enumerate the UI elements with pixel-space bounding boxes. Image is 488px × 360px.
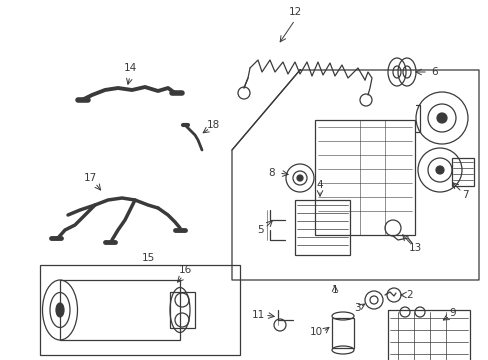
Text: 7: 7 <box>461 190 468 200</box>
Text: 12: 12 <box>288 7 301 17</box>
Text: 1: 1 <box>331 285 338 295</box>
Circle shape <box>436 113 446 123</box>
Text: 3: 3 <box>353 303 360 313</box>
Text: 9: 9 <box>449 308 455 318</box>
Text: 8: 8 <box>268 168 275 178</box>
Bar <box>451 158 473 186</box>
Text: 4: 4 <box>316 180 323 190</box>
Text: 17: 17 <box>83 173 97 183</box>
Text: 16: 16 <box>178 265 191 275</box>
Bar <box>294 200 349 255</box>
Bar <box>170 292 195 328</box>
Bar <box>40 265 240 355</box>
Bar <box>387 310 469 360</box>
Text: 18: 18 <box>206 120 219 130</box>
Bar <box>314 120 414 235</box>
Text: 11: 11 <box>251 310 264 320</box>
Text: 2: 2 <box>406 290 412 300</box>
Text: 15: 15 <box>141 253 154 263</box>
Bar <box>60 280 180 340</box>
Text: 6: 6 <box>431 67 437 77</box>
Circle shape <box>435 166 443 174</box>
Bar <box>331 318 353 348</box>
Circle shape <box>296 175 303 181</box>
Text: 13: 13 <box>407 243 421 253</box>
Text: 5: 5 <box>256 225 263 235</box>
Text: 14: 14 <box>123 63 136 73</box>
Ellipse shape <box>56 303 64 317</box>
Text: 10: 10 <box>309 327 322 337</box>
